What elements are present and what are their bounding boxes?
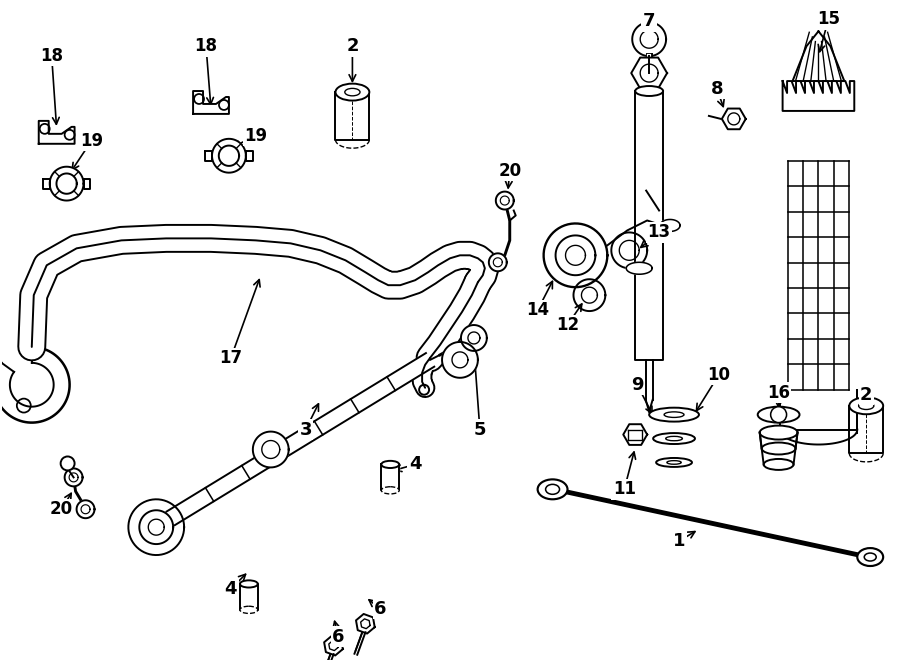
Text: 11: 11: [613, 481, 635, 498]
Ellipse shape: [664, 412, 684, 418]
Text: 20: 20: [499, 162, 521, 180]
Ellipse shape: [858, 548, 883, 566]
Text: 7: 7: [643, 13, 655, 30]
Text: 14: 14: [526, 301, 549, 319]
Polygon shape: [779, 390, 858, 430]
Polygon shape: [194, 91, 229, 114]
Text: 1: 1: [673, 532, 685, 550]
Text: 19: 19: [244, 127, 267, 145]
Polygon shape: [793, 31, 844, 81]
Text: 17: 17: [220, 349, 242, 367]
Polygon shape: [65, 469, 83, 486]
Ellipse shape: [240, 580, 257, 588]
Circle shape: [60, 457, 75, 471]
Text: 12: 12: [556, 316, 579, 334]
Text: 4: 4: [409, 455, 421, 473]
Text: 13: 13: [648, 223, 670, 241]
Polygon shape: [76, 500, 94, 518]
Text: 19: 19: [80, 132, 104, 150]
Polygon shape: [212, 139, 246, 173]
Text: 5: 5: [473, 420, 486, 439]
Polygon shape: [253, 432, 289, 467]
Ellipse shape: [764, 459, 794, 470]
Polygon shape: [50, 167, 84, 200]
Polygon shape: [611, 233, 647, 268]
Polygon shape: [382, 465, 400, 490]
Ellipse shape: [760, 426, 797, 440]
Ellipse shape: [864, 553, 877, 561]
Ellipse shape: [537, 479, 568, 499]
Polygon shape: [129, 499, 184, 555]
Polygon shape: [489, 253, 507, 271]
Polygon shape: [624, 424, 647, 445]
Text: 16: 16: [767, 384, 790, 402]
Ellipse shape: [635, 86, 663, 96]
Ellipse shape: [761, 442, 796, 455]
Text: 6: 6: [374, 600, 386, 618]
Polygon shape: [442, 342, 478, 378]
Polygon shape: [356, 614, 374, 634]
Polygon shape: [788, 161, 850, 390]
Ellipse shape: [859, 402, 874, 410]
Text: 4: 4: [225, 580, 238, 598]
Ellipse shape: [649, 408, 699, 422]
Polygon shape: [219, 145, 239, 166]
Text: 3: 3: [300, 420, 312, 439]
Polygon shape: [246, 151, 253, 161]
Polygon shape: [633, 22, 666, 56]
Text: 18: 18: [40, 47, 63, 65]
Polygon shape: [779, 430, 858, 444]
Ellipse shape: [382, 486, 400, 494]
Polygon shape: [496, 192, 514, 210]
Polygon shape: [324, 636, 343, 656]
Text: 15: 15: [817, 11, 840, 28]
Polygon shape: [850, 406, 883, 453]
Text: 2: 2: [346, 37, 359, 56]
Polygon shape: [205, 151, 212, 161]
Polygon shape: [635, 91, 663, 360]
Ellipse shape: [336, 84, 369, 100]
Text: 6: 6: [332, 628, 345, 646]
Polygon shape: [626, 262, 652, 274]
Polygon shape: [544, 223, 608, 287]
Text: 20: 20: [50, 500, 73, 518]
Polygon shape: [240, 584, 257, 610]
Polygon shape: [631, 58, 667, 89]
Ellipse shape: [382, 461, 400, 468]
Polygon shape: [461, 325, 487, 351]
Ellipse shape: [667, 461, 681, 464]
Polygon shape: [783, 81, 854, 111]
Ellipse shape: [240, 606, 257, 613]
Polygon shape: [660, 219, 680, 231]
Text: 18: 18: [194, 37, 218, 56]
Polygon shape: [39, 121, 75, 144]
Ellipse shape: [656, 458, 692, 467]
Text: 10: 10: [707, 366, 731, 384]
Ellipse shape: [758, 407, 799, 422]
Ellipse shape: [666, 436, 682, 441]
Ellipse shape: [345, 89, 360, 96]
Text: 8: 8: [711, 80, 724, 98]
Polygon shape: [166, 353, 434, 525]
Circle shape: [770, 407, 787, 422]
Ellipse shape: [653, 433, 695, 444]
Ellipse shape: [545, 485, 560, 494]
Text: 2: 2: [860, 386, 872, 404]
Polygon shape: [336, 92, 369, 139]
Text: 9: 9: [631, 375, 644, 394]
Polygon shape: [722, 108, 746, 130]
Polygon shape: [84, 178, 90, 188]
Polygon shape: [645, 360, 652, 400]
Polygon shape: [57, 173, 76, 194]
Ellipse shape: [850, 397, 883, 414]
Polygon shape: [43, 178, 50, 188]
Polygon shape: [573, 279, 606, 311]
